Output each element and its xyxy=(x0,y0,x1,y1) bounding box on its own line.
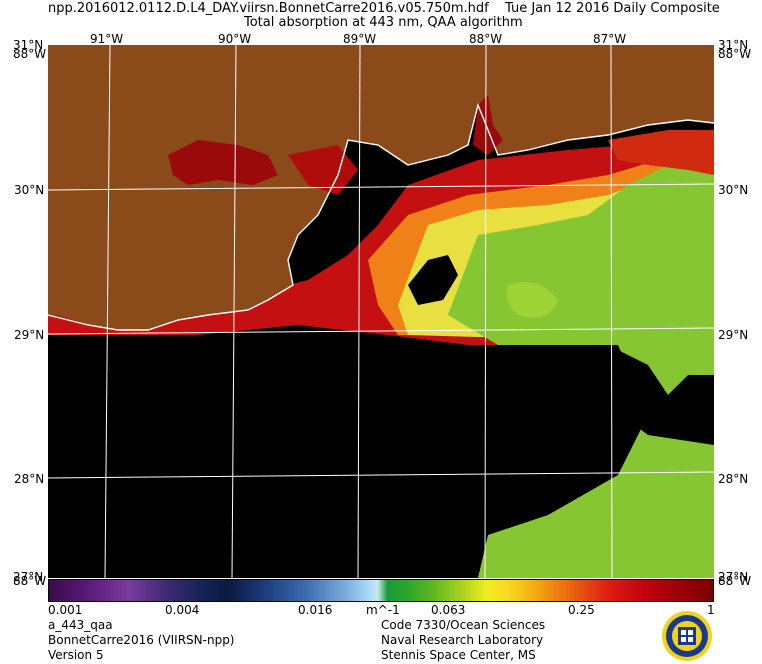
corner-bottom-right-lat: 27°N xyxy=(718,570,749,584)
land-mass xyxy=(48,45,714,330)
footer-left-line3: Version 5 xyxy=(48,648,104,662)
satellite-map[interactable] xyxy=(48,45,714,578)
lon-label-91w: 91°W xyxy=(90,32,124,46)
lat-label-29n-left: 29°N xyxy=(14,328,45,342)
cloud-patch-offshore xyxy=(568,345,714,445)
corner-top-right-lon: 88°W xyxy=(718,47,752,61)
colorbar-tick-1: 0.004 xyxy=(165,603,200,617)
corner-bottom-left-lat: 27°N xyxy=(13,570,44,584)
footer-right-line2: Naval Research Laboratory xyxy=(381,633,544,647)
lon-label-89w: 89°W xyxy=(343,32,377,46)
nrl-seal-logo xyxy=(662,611,712,661)
lat-label-28n-left: 28°N xyxy=(14,472,45,486)
footer-left-line2: BonnetCarre2016 (VIIRSN-npp) xyxy=(48,633,235,647)
product-title: Total absorption at 443 nm, QAA algorith… xyxy=(244,15,523,30)
footer-left-line1: a_443_qaa xyxy=(48,618,113,632)
coastline xyxy=(48,102,714,331)
lon-label-87w: 87°W xyxy=(593,32,627,46)
cloud-patch xyxy=(408,255,458,305)
footer-right-line3: Stennis Space Center, MS xyxy=(381,648,536,662)
lat-label-30n-right: 30°N xyxy=(718,183,749,197)
file-name-title: npp.2016012.0112.D.L4_DAY.viirsn.BonnetC… xyxy=(48,1,489,16)
corner-top-left-lat: 31°N xyxy=(13,38,44,52)
corner-bottom-left-lon: 88°W xyxy=(13,574,47,588)
corner-top-right-lat: 31°N xyxy=(718,38,749,52)
lat-label-29n-right: 29°N xyxy=(718,328,749,342)
colorbar-units: m^-1 xyxy=(366,603,400,617)
colorbar-tick-0: 0.001 xyxy=(48,603,83,617)
lat-label-28n-right: 28°N xyxy=(718,472,749,486)
lon-label-88w: 88°W xyxy=(469,32,503,46)
corner-top-left-lon: 88°W xyxy=(13,47,47,61)
ocean-red-patch-east xyxy=(608,130,714,175)
colorbar-tick-2: 0.016 xyxy=(298,603,333,617)
lake-borgne xyxy=(288,145,358,195)
colorbar-tick-5: 1 xyxy=(707,603,715,617)
lat-label-30n-left: 30°N xyxy=(14,183,45,197)
date-title: Tue Jan 12 2016 Daily Composite xyxy=(505,1,720,16)
colorbar xyxy=(48,579,714,602)
colorbar-tick-3: 0.063 xyxy=(431,603,466,617)
lake-pontchartrain xyxy=(168,140,278,185)
lon-label-90w: 90°W xyxy=(218,32,252,46)
colorbar-tick-4: 0.25 xyxy=(568,603,595,617)
footer-right-line1: Code 7330/Ocean Sciences xyxy=(381,618,546,632)
corner-bottom-right-lon: 88°W xyxy=(718,574,752,588)
ocean-green-swirl xyxy=(506,282,558,318)
graticule xyxy=(48,45,714,578)
